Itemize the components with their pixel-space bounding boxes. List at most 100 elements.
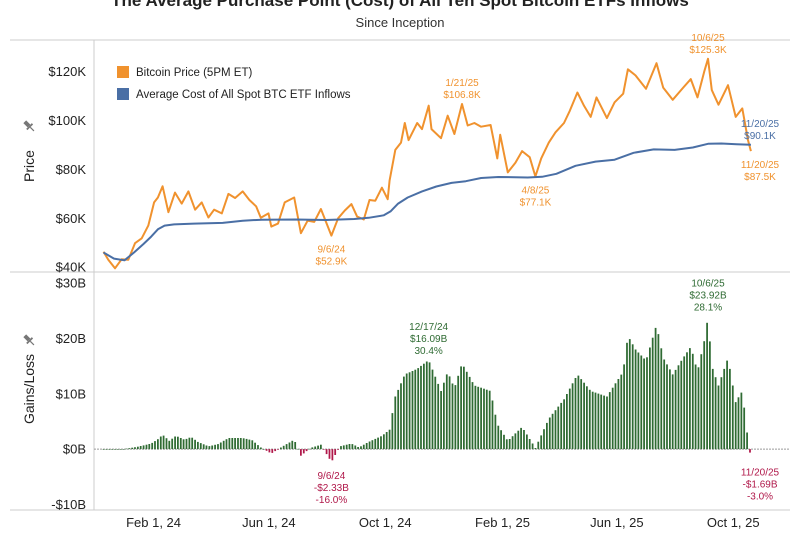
gain-bar (205, 445, 208, 450)
gain-bar (154, 441, 156, 450)
gain-bar (588, 389, 591, 450)
gain-bar (134, 447, 136, 450)
gain-bar (546, 422, 548, 450)
gain-bar (314, 446, 317, 450)
gain-bar (680, 360, 683, 450)
gain-bar (591, 391, 594, 450)
gain-bar (623, 364, 625, 450)
y-tick-label: $60K (56, 211, 87, 226)
pin-needle (29, 126, 35, 132)
gain-bar (454, 385, 457, 450)
gain-bar (537, 441, 540, 450)
gain-bar (231, 438, 234, 450)
gain-bar (551, 413, 554, 450)
gain-bar (308, 448, 311, 450)
gain-bar (689, 348, 691, 450)
x-tick-label: Oct 1, 25 (707, 515, 760, 530)
gain-bar (342, 445, 345, 450)
gain-bar (669, 369, 671, 450)
gain-bar (428, 362, 431, 450)
gain-bar (631, 344, 634, 450)
gain-bar (528, 439, 531, 450)
gain-bar (125, 448, 128, 450)
annotation-label: $23.92B (689, 291, 727, 302)
gain-bar (514, 433, 517, 450)
gain-bar (508, 439, 511, 450)
gain-bar (108, 449, 111, 450)
gain-bar (185, 438, 188, 450)
gain-bar (385, 432, 388, 450)
gain-bar (437, 383, 440, 450)
gain-bar (282, 445, 285, 450)
gain-bar (720, 377, 723, 450)
gain-bar (483, 388, 485, 450)
gain-bar (248, 439, 251, 450)
price-panel: $40K $60K $80K $100K $120K Price Bitcoin Price… (21, 33, 780, 275)
annotation-label: $87.5K (744, 172, 776, 183)
gain-bar (649, 347, 651, 450)
pin-head (23, 334, 31, 342)
gain-bar (606, 396, 608, 450)
gain-bar (219, 442, 222, 450)
gain-bar (523, 430, 525, 450)
gain-bar (111, 449, 113, 450)
gain-bar (465, 371, 468, 450)
legend-swatch (117, 66, 129, 78)
annotation-label: 11/20/25 (741, 119, 780, 130)
gain-bar (746, 432, 748, 450)
gain-bar (239, 438, 242, 450)
gain-bar (291, 440, 294, 450)
gain-bar (517, 430, 520, 450)
gain-bar (620, 374, 623, 450)
annotation-label: 4/8/25 (522, 186, 550, 197)
gain-bar (217, 444, 219, 450)
x-tick-label: Feb 1, 25 (475, 515, 530, 530)
gain-bar (165, 438, 168, 450)
gain-bar (348, 444, 351, 450)
gain-bar (511, 436, 514, 450)
gain-bar (420, 365, 422, 450)
gain-bar (723, 368, 726, 450)
gain-bar (302, 449, 305, 454)
gain-bar (654, 327, 657, 450)
gain-bar (663, 359, 666, 450)
gain-bar (188, 437, 191, 450)
gain-bar (277, 449, 279, 450)
gain-bar (354, 445, 357, 450)
gain-bar (260, 447, 262, 450)
annotation-label: $125.3K (689, 45, 727, 56)
gain-bar (457, 375, 460, 450)
gain-bar (423, 363, 425, 450)
gain-bar (265, 449, 268, 451)
gain-bar (580, 379, 583, 450)
gain-bar (474, 385, 477, 450)
gain-bar (194, 439, 196, 450)
y-tick-label: $40K (56, 260, 87, 275)
gain-bar (340, 446, 342, 450)
gain-bar (294, 442, 297, 450)
gain-bar (208, 446, 211, 450)
series-line-average-cost (102, 142, 751, 262)
y-tick-label: $0B (63, 442, 86, 457)
gain-bar (740, 392, 743, 450)
gain-bar (408, 372, 411, 450)
gain-bar (171, 438, 174, 450)
gain-bar (202, 444, 205, 450)
annotation-label: 30.4% (414, 346, 442, 357)
gain-bar (640, 355, 643, 450)
gain-bar (300, 449, 302, 456)
gain-bar (671, 374, 674, 450)
gain-bar (403, 376, 405, 450)
annotation-label: $77.1K (520, 198, 552, 209)
annotation-label: 10/6/25 (691, 279, 725, 290)
gain-bar (634, 349, 637, 450)
gain-bar (703, 341, 706, 450)
gain-bar (563, 399, 565, 450)
gain-bar (362, 444, 365, 450)
annotation-label: -3.0% (747, 491, 773, 502)
gain-bar (686, 352, 688, 450)
x-tick-label: Jun 1, 24 (242, 515, 296, 530)
gain-bar (611, 387, 614, 450)
gain-bar (337, 449, 339, 450)
gain-bar (534, 448, 537, 450)
